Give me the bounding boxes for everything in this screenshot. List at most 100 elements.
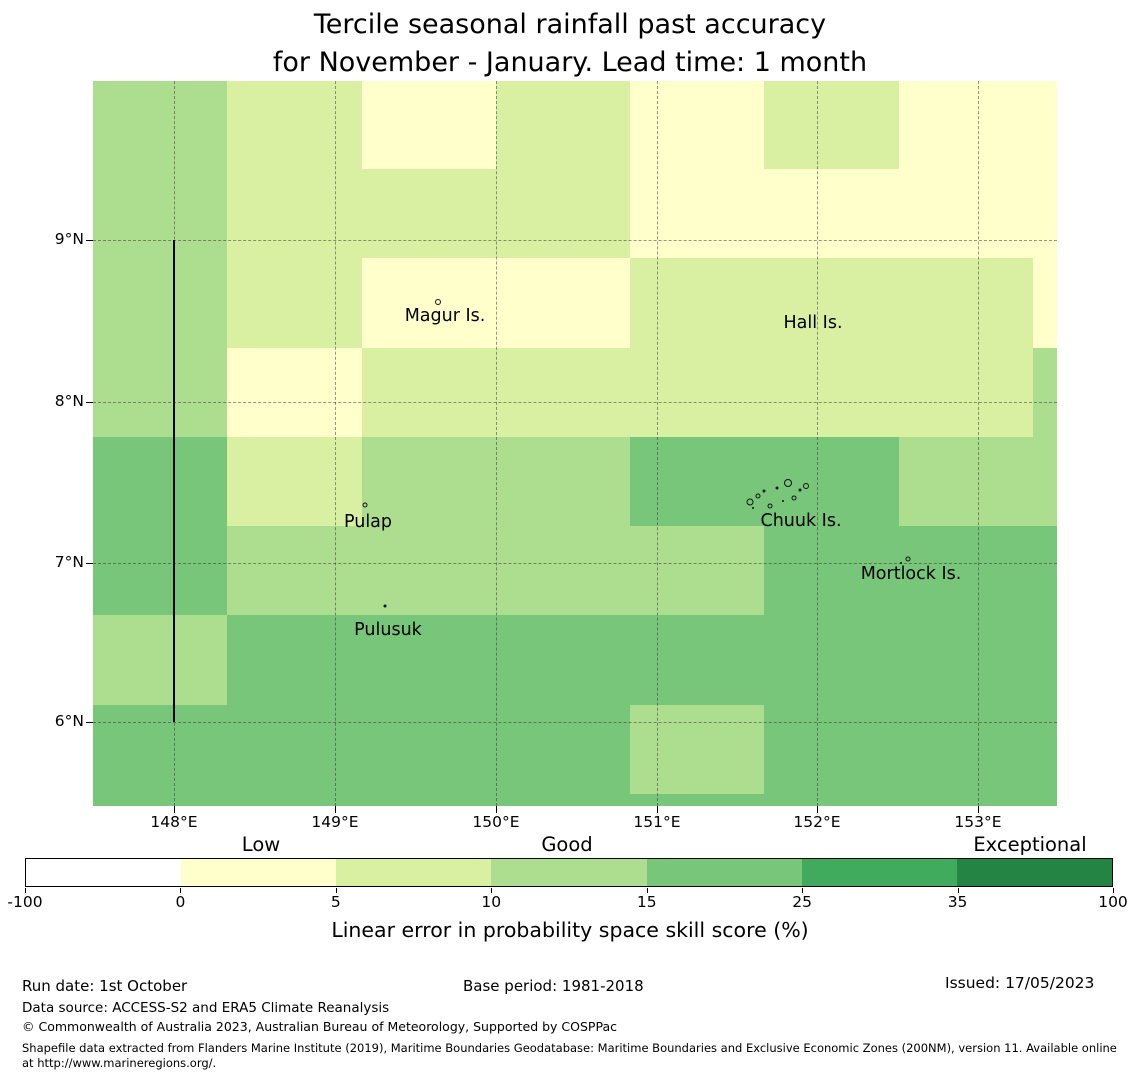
island-label: Pulap bbox=[343, 512, 393, 532]
map-cell bbox=[1033, 437, 1057, 526]
x-tick-label: 148°E bbox=[150, 813, 198, 831]
map-cell bbox=[93, 526, 227, 615]
y-tick-mark bbox=[86, 402, 93, 403]
data-source-text: Data source: ACCESS-S2 and ERA5 Climate … bbox=[22, 1000, 390, 1016]
map-cell bbox=[764, 705, 899, 794]
map-cell bbox=[93, 437, 227, 526]
map-cell bbox=[899, 794, 1033, 806]
colorbar-band-label: Low bbox=[241, 833, 281, 856]
map-cell bbox=[899, 437, 1033, 526]
y-tick-mark bbox=[86, 722, 93, 723]
island-mark-icon bbox=[784, 479, 792, 487]
x-tick-mark bbox=[978, 806, 979, 813]
x-tick-label: 153°E bbox=[954, 813, 1002, 831]
island-mark-icon bbox=[798, 488, 802, 492]
map-cell bbox=[1033, 794, 1057, 806]
map-cell bbox=[1033, 169, 1057, 258]
y-tick-label: 6°N bbox=[54, 712, 84, 730]
map-cell bbox=[496, 437, 630, 526]
map-cell bbox=[362, 169, 496, 258]
map-cell bbox=[1033, 615, 1057, 705]
island-mark-icon bbox=[762, 489, 766, 493]
map-cell bbox=[630, 615, 764, 705]
y-tick-label: 9°N bbox=[54, 230, 84, 248]
map-cell bbox=[93, 705, 227, 794]
map-cell bbox=[496, 615, 630, 705]
colorbar-segment bbox=[491, 859, 647, 886]
colorbar-tick-label: 15 bbox=[636, 893, 657, 911]
map-cell bbox=[362, 81, 496, 169]
colorbar-tick-mark bbox=[491, 888, 493, 893]
map-cell bbox=[764, 81, 899, 169]
gridline-vertical bbox=[978, 81, 979, 806]
y-tick-label: 8°N bbox=[54, 392, 84, 410]
x-tick-label: 151°E bbox=[633, 813, 681, 831]
map-cell bbox=[630, 258, 764, 348]
island-label: Hall Is. bbox=[783, 313, 843, 333]
map-plot-area: Magur Is. Hall Is. Pulap Chuuk Is. Mortlock … bbox=[93, 81, 1057, 806]
map-cell bbox=[227, 258, 362, 348]
map-cell bbox=[362, 348, 496, 437]
x-tick-mark bbox=[335, 806, 336, 813]
island-mark-icon bbox=[775, 486, 779, 490]
map-cell bbox=[764, 437, 899, 526]
map-cell bbox=[1033, 81, 1057, 169]
colorbar-tick-mark bbox=[646, 888, 648, 893]
map-cell bbox=[764, 169, 899, 258]
map-cell bbox=[362, 794, 496, 806]
map-cell bbox=[227, 794, 362, 806]
island-mark-icon bbox=[905, 556, 911, 562]
map-cell bbox=[93, 169, 227, 258]
map-cell bbox=[227, 169, 362, 258]
map-cell bbox=[630, 437, 764, 526]
shapefile-note-text: Shapefile data extracted from Flanders M… bbox=[22, 1041, 1117, 1070]
map-cell bbox=[93, 615, 227, 705]
eez-boundary-line bbox=[173, 240, 175, 722]
x-tick-label: 150°E bbox=[472, 813, 520, 831]
colorbar-tick-label: 0 bbox=[175, 893, 186, 911]
island-mark-icon bbox=[755, 493, 761, 499]
island-mark-icon bbox=[767, 503, 773, 509]
map-cell bbox=[362, 526, 496, 615]
map-cell bbox=[496, 705, 630, 794]
colorbar-segment bbox=[956, 859, 1112, 886]
issued-date-text: Issued: 17/05/2023 bbox=[945, 974, 1095, 992]
island-mark-icon bbox=[782, 500, 784, 502]
copyright-text: © Commonwealth of Australia 2023, Austra… bbox=[22, 1019, 617, 1034]
gridline-vertical bbox=[496, 81, 497, 806]
gridline-horizontal bbox=[93, 563, 1057, 564]
island-mark-icon bbox=[803, 483, 809, 489]
map-cell bbox=[93, 794, 227, 806]
y-tick-mark bbox=[86, 240, 93, 241]
island-label: Mortlock Is. bbox=[860, 564, 962, 584]
map-cell bbox=[899, 615, 1033, 705]
map-cell bbox=[764, 348, 899, 437]
island-mark-icon bbox=[791, 495, 797, 501]
island-label: Magur Is. bbox=[404, 306, 486, 326]
map-cell bbox=[764, 794, 899, 806]
colorbar-segment bbox=[801, 859, 957, 886]
x-tick-mark bbox=[174, 806, 175, 813]
colorbar-tick-label: 100 bbox=[1098, 893, 1128, 911]
map-cell bbox=[496, 348, 630, 437]
map-cell bbox=[630, 169, 764, 258]
map-cell bbox=[1033, 348, 1057, 437]
gridline-vertical bbox=[817, 81, 818, 806]
island-outlines bbox=[362, 299, 911, 608]
map-cell bbox=[899, 81, 1033, 169]
island-mark-icon bbox=[362, 502, 368, 508]
colorbar-tick-label: 35 bbox=[947, 893, 968, 911]
x-tick-mark bbox=[817, 806, 818, 813]
colorbar-band-label: Good bbox=[541, 833, 593, 856]
map-cell bbox=[227, 615, 362, 705]
island-mark-icon bbox=[383, 604, 387, 608]
map-cell bbox=[362, 615, 496, 705]
map-cell bbox=[93, 348, 227, 437]
colorbar-tick-label: -100 bbox=[7, 893, 43, 911]
colorbar-tick-label: 5 bbox=[330, 893, 341, 911]
map-cell bbox=[1033, 526, 1057, 615]
colorbar-tick-mark bbox=[957, 888, 959, 893]
colorbar-tick-mark bbox=[25, 888, 26, 893]
map-cell bbox=[899, 348, 1033, 437]
